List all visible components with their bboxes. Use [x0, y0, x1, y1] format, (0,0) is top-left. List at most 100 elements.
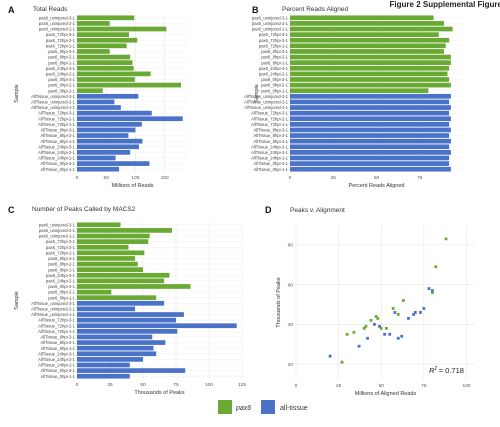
tick-label-y: AllTissue_uninjured-3-1 — [244, 94, 289, 99]
tick-label-y: AllTissue_72hpi-2-1 — [251, 116, 289, 121]
legend-label: all-tissue — [280, 405, 308, 412]
bar — [77, 105, 121, 110]
tick-label-y: pax6_72hpi-2-1 — [46, 245, 76, 250]
data-point — [364, 324, 368, 328]
bar — [77, 267, 143, 273]
bar — [290, 37, 450, 43]
tick-label-y: pax6_8hpi-3-1 — [48, 256, 75, 261]
data-point — [388, 332, 392, 336]
bar — [290, 71, 448, 77]
bar — [77, 317, 176, 323]
tick-label-y: 60 — [288, 282, 294, 288]
data-point — [419, 311, 422, 314]
bar — [290, 150, 451, 155]
tick-label-x: 50 — [140, 382, 146, 388]
tick-label-y: AllTissue_0hpi-3-1 — [253, 161, 288, 166]
tick-label-x: 0 — [295, 383, 298, 389]
bar — [77, 239, 149, 244]
bar — [77, 15, 135, 21]
bar — [77, 289, 112, 295]
tick-label-x: 0 — [76, 175, 79, 181]
bar — [77, 357, 143, 362]
bar — [77, 77, 135, 82]
tick-label-y: AllTissue_8hpi-3-1 — [40, 335, 75, 340]
bar — [290, 99, 450, 105]
tick-label-y: pax6_8hpi-1-1 — [261, 60, 288, 65]
data-point — [366, 336, 369, 340]
bar — [290, 26, 453, 32]
bar — [77, 32, 129, 37]
tick-label-y: AllTissue_0hpi-3-1 — [40, 161, 75, 166]
tick-label-y: AllTissue_8hpi-2-1 — [40, 133, 75, 138]
tick-label-y: AllTissue_0hpi-1-1 — [40, 167, 75, 172]
chart-title: Percent Reads Aligned — [282, 6, 349, 13]
tick-label-y: AllTissue_uninjured-2-1 — [244, 100, 289, 105]
bar — [77, 49, 110, 54]
panel-d-peaks-vs-alignment-scatter: D Peaks v. Alignment 0 25 50 75 100 20 40 60 80 Mil… — [265, 205, 475, 397]
tick-label-y: pax6_72hpi-1-1 — [259, 43, 289, 48]
tick-label-y: AllTissue_24hpi-3-1 — [251, 144, 289, 149]
data-point — [393, 311, 397, 314]
tick-label-y: pax6_0hpi-3-1 — [261, 77, 288, 82]
tick-label-y: pax6_24hpi-3-1 — [46, 66, 76, 71]
bar — [77, 340, 166, 345]
tick-label-y: AllTissue_8hpi-1-1 — [40, 346, 75, 351]
tick-label-y: AllTissue_24hpi-2-1 — [38, 357, 76, 362]
bar — [77, 345, 154, 351]
tick-label-y: AllTissue_72hpi-2-1 — [38, 323, 76, 328]
tick-label-x: 125 — [238, 382, 246, 388]
bar — [290, 144, 450, 150]
tick-label-y: pax6_72hpi-3-1 — [46, 239, 76, 244]
panel-a-total-reads-chart: A Total Readspax6_uninjured-3-1pax6_uninj… — [8, 5, 188, 189]
bar — [77, 93, 139, 99]
tick-label-x: 100 — [205, 382, 213, 388]
axis-label-x: Thousands of Peaks — [134, 390, 184, 396]
plot-area — [296, 225, 475, 380]
tick-label-y: AllTissue_72hpi-2-1 — [38, 116, 76, 121]
bar — [77, 233, 150, 239]
tick-label-y: AllTissue_uninjured-1-1 — [31, 105, 76, 110]
tick-label-x: 100 — [462, 383, 470, 389]
bar — [290, 49, 444, 54]
tick-label-y: AllTissue_72hpi-1-1 — [38, 122, 76, 127]
tick-label-y: AllTissue_8hpi-2-1 — [40, 340, 75, 345]
panel-label: D — [265, 205, 272, 215]
tick-label-y: pax6_uninjured-2-1 — [39, 21, 76, 26]
bar — [77, 65, 134, 71]
chart-title: Total Reads — [33, 6, 68, 13]
bar — [290, 60, 451, 66]
tick-label-y: pax6_8hpi-1-1 — [48, 267, 75, 272]
bar — [77, 373, 130, 379]
data-point — [383, 332, 387, 336]
bar — [77, 26, 167, 32]
bar — [290, 133, 450, 138]
tick-label-y: AllTissue_24hpi-3-1 — [38, 144, 76, 149]
tick-label-y: AllTissue_24hpi-3-1 — [38, 351, 76, 356]
tick-label-y: AllTissue_uninjured-3-1 — [31, 94, 76, 99]
r-squared-symbol: R — [429, 366, 435, 375]
data-point — [374, 315, 378, 318]
bar — [290, 116, 451, 122]
tick-label-x: 75 — [417, 175, 423, 181]
axis-label-y: Sample — [14, 291, 20, 310]
tick-label-y: pax6_uninjured-1-1 — [39, 234, 76, 239]
bar — [290, 161, 450, 166]
tick-label-y: 40 — [288, 322, 294, 328]
data-point — [422, 307, 426, 310]
tick-label-y: AllTissue_0hpi-3-1 — [40, 368, 75, 373]
bar — [77, 54, 131, 60]
tick-label-y: 80 — [288, 243, 294, 249]
bar — [77, 222, 121, 228]
bar — [290, 166, 451, 172]
bar — [77, 88, 103, 94]
tick-label-y: pax6_24hpi-3-1 — [259, 66, 289, 71]
data-point — [379, 326, 383, 330]
data-point — [352, 330, 356, 334]
bar — [290, 82, 451, 88]
bar — [77, 138, 143, 144]
data-point — [391, 307, 395, 310]
tick-label-y: pax6_24hpi-2-1 — [46, 278, 76, 283]
bar — [77, 351, 157, 357]
bar — [290, 127, 451, 133]
